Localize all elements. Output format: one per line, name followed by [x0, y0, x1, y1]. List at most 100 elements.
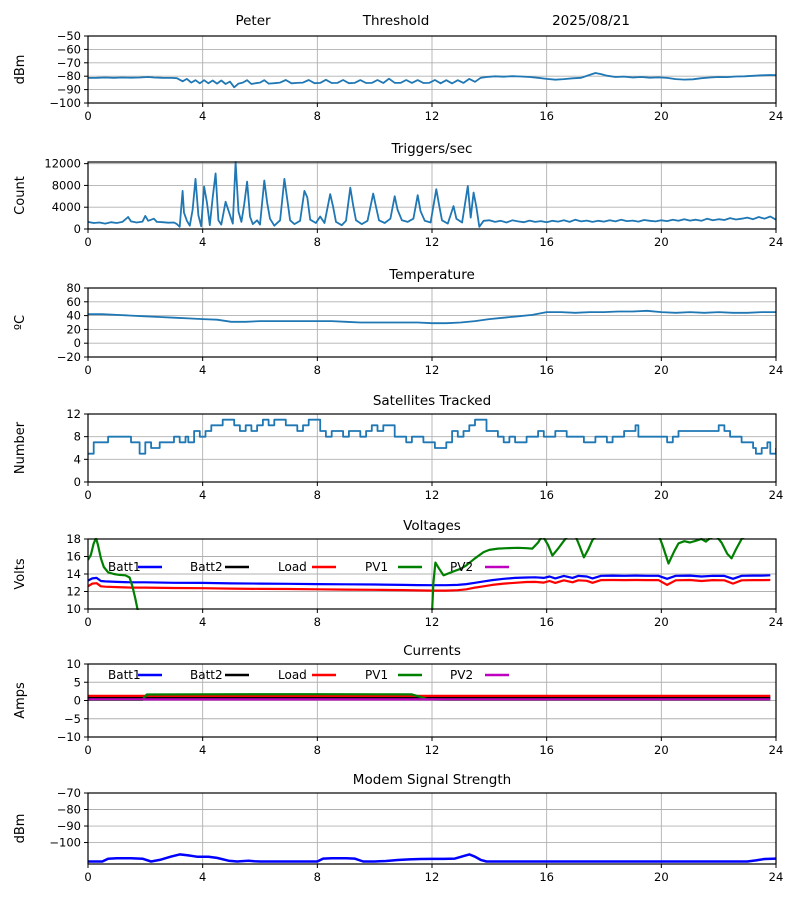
panel-title-currents: Currents [403, 643, 461, 659]
x-tick-label: 0 [84, 235, 91, 249]
y-tick-label: 4 [74, 452, 81, 466]
panel-currents: 0 4 8 12 16 20 24 −10 −5 0 5 10 Amps Currents Batt1 Bat… [13, 643, 783, 757]
panel-satellites: 0 4 8 12 16 20 24 0 4 8 12 Number Satellites Tracked [13, 393, 783, 502]
y-tick-label: −50 [57, 29, 81, 43]
x-tick-label: 12 [425, 235, 440, 249]
series-temperature-temperature [88, 309, 776, 325]
legend-label-batt1: Batt1 [108, 560, 141, 574]
y-tick-label: 18 [66, 532, 81, 546]
y-tick-label: 12 [66, 407, 81, 421]
x-tick-label: 12 [425, 363, 440, 377]
x-tick-label: 12 [425, 870, 440, 884]
x-tick-label: 24 [769, 870, 784, 884]
y-axis-label: Count [13, 176, 28, 215]
y-tick-label: 0 [74, 336, 81, 350]
y-tick-label: −70 [57, 56, 81, 70]
series-voltages-load [88, 578, 771, 592]
y-tick-label: −100 [49, 96, 81, 110]
panel-voltages: 0 4 8 12 16 20 24 10 12 14 16 18 Volts Voltages Batt1 B… [13, 518, 784, 629]
y-tick-label: 10 [66, 602, 81, 616]
y-tick-label: 12 [66, 585, 81, 599]
x-tick-label: 12 [425, 488, 440, 502]
y-tick-label: 8 [74, 430, 81, 444]
x-tick-label: 8 [314, 743, 321, 757]
x-tick-label: 24 [769, 109, 784, 123]
y-tick-label: 60 [66, 295, 81, 309]
y-tick-label: −10 [57, 730, 81, 744]
x-tick-label: 8 [314, 109, 321, 123]
x-tick-label: 0 [84, 870, 91, 884]
x-tick-label: 16 [539, 615, 554, 629]
series-satellites-satellites [88, 418, 776, 455]
y-tick-label: −20 [57, 350, 81, 364]
y-axis-label: Number [13, 421, 28, 474]
x-tick-label: 0 [84, 743, 91, 757]
x-tick-label: 8 [314, 363, 321, 377]
x-tick-label: 0 [84, 488, 91, 502]
y-tick-label: −80 [57, 69, 81, 83]
x-tick-label: 4 [199, 870, 206, 884]
legend-label-pv1: PV1 [365, 560, 388, 574]
series-voltages-batt1 [88, 574, 771, 587]
x-tick-label: 24 [769, 363, 784, 377]
y-tick-label: 0 [74, 222, 81, 236]
legend-label-batt2: Batt2 [190, 560, 223, 574]
x-tick-label: 12 [425, 743, 440, 757]
x-tick-label: 24 [769, 488, 784, 502]
x-tick-label: 16 [539, 363, 554, 377]
legend-label-pv2: PV2 [450, 560, 473, 574]
x-tick-label: 12 [425, 615, 440, 629]
panel-title-voltages: Voltages [403, 518, 461, 534]
y-axis-label: dBm [13, 814, 28, 844]
y-tick-label: 16 [66, 550, 81, 564]
series-triggers-triggers [88, 161, 776, 228]
panel-title-temperature: Temperature [388, 267, 475, 283]
y-tick-label: 40 [66, 309, 81, 323]
figure-header-date: 2025/08/21 [552, 13, 630, 29]
x-tick-label: 20 [654, 870, 669, 884]
x-tick-label: 20 [654, 488, 669, 502]
x-tick-label: 8 [314, 615, 321, 629]
x-tick-label: 12 [425, 109, 440, 123]
y-axis-label: Amps [13, 682, 28, 719]
y-tick-label: 12000 [44, 157, 81, 171]
figure-header-name: Peter [235, 13, 271, 29]
x-tick-label: 20 [654, 363, 669, 377]
panel-triggers: 0 4 8 12 16 20 24 0 4000 8000 12000 Count Triggers/s… [13, 141, 783, 249]
y-tick-label: −60 [57, 42, 81, 56]
y-tick-label: −90 [57, 819, 81, 833]
x-tick-label: 4 [199, 615, 206, 629]
x-tick-label: 20 [654, 109, 669, 123]
x-tick-label: 20 [654, 615, 669, 629]
figure-header-title: Threshold [362, 13, 430, 29]
y-axis-label: ºC [13, 315, 28, 330]
panel-rssi: 0 4 8 12 16 20 24 −100−90−80−70−60−50 dBm Peter Th… [13, 13, 783, 123]
x-tick-label: 4 [199, 363, 206, 377]
x-tick-label: 8 [314, 235, 321, 249]
x-tick-label: 8 [314, 488, 321, 502]
y-tick-label: −100 [49, 836, 81, 850]
panel-title-modem: Modem Signal Strength [353, 772, 511, 788]
panel-modem: 0 4 8 12 16 20 24 −100 −90 −80 −70 dBm Modem Signal … [13, 772, 783, 884]
legend-label-batt1: Batt1 [108, 668, 141, 682]
y-tick-label: −90 [57, 83, 81, 97]
panel-title-triggers: Triggers/sec [391, 141, 473, 157]
x-tick-label: 4 [199, 488, 206, 502]
y-axis-label: Volts [13, 558, 28, 590]
x-tick-label: 8 [314, 870, 321, 884]
legend-label-load: Load [278, 668, 307, 682]
legend-label-batt2: Batt2 [190, 668, 223, 682]
x-tick-label: 0 [84, 363, 91, 377]
y-tick-label: −70 [57, 786, 81, 800]
x-tick-label: 4 [199, 235, 206, 249]
y-tick-label: 20 [66, 322, 81, 336]
y-tick-label: 4000 [52, 200, 81, 214]
x-tick-label: 16 [539, 235, 554, 249]
y-axis-label: dBm [13, 55, 28, 85]
x-tick-label: 20 [654, 743, 669, 757]
x-tick-label: 20 [654, 235, 669, 249]
y-tick-label: 5 [74, 675, 81, 689]
x-tick-label: 24 [769, 615, 784, 629]
